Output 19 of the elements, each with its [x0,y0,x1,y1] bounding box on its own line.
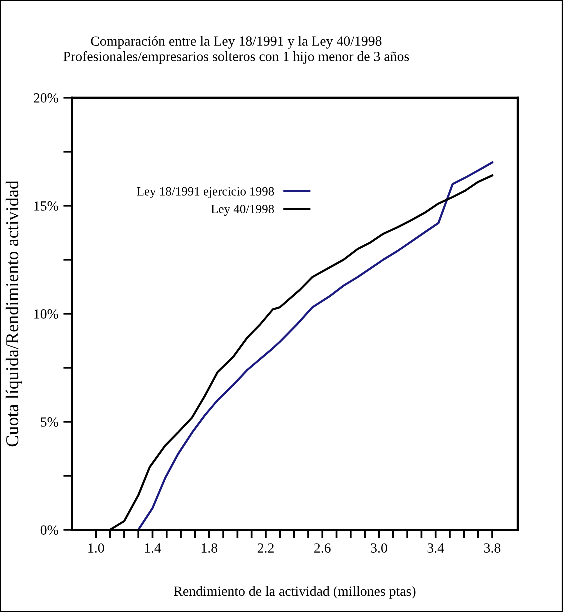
x-tick-label: 3.0 [371,544,388,554]
y-tick-label: 10% [34,310,58,319]
x-tick-label: 2.2 [258,544,274,554]
x-tick-label: 2.6 [314,544,331,554]
y-tick-label: 15% [34,202,58,211]
y-tick-label: 20% [34,94,58,103]
legend-label: Ley 18/1991 ejercicio 1998 [137,187,274,198]
x-tick-label: 1.4 [145,544,162,554]
x-tick-label: 3.8 [484,544,501,554]
legend-label: Ley 40/1998 [211,205,274,216]
y-tick-label: 5% [41,418,58,427]
chart-title: Comparación entre la Ley 18/1991 y la Ley 40/1998 [91,36,382,49]
x-tick-label: 1.8 [202,544,218,554]
chart-subtitle: Profesionales/empresarios solteros con 1 hijo menor de 3 años [64,51,410,64]
x-tick-label: 3.4 [428,544,444,554]
x-tick-label: 1.0 [88,544,104,554]
y-axis-title: Cuota líquida/Rendimiento actividad [6,180,22,447]
x-axis-title: Rendimiento de la actividad (millones ptas) [174,586,416,599]
y-tick-label: 0% [40,526,58,535]
